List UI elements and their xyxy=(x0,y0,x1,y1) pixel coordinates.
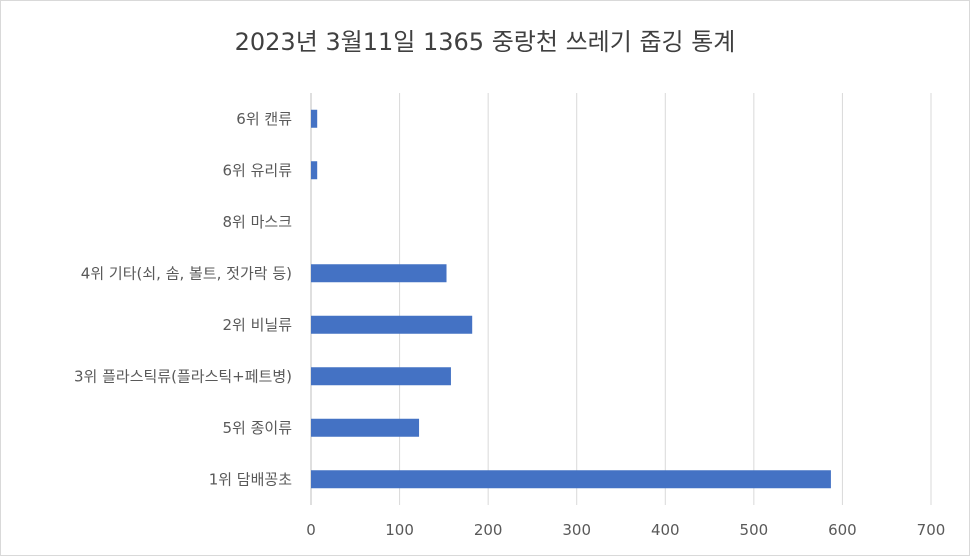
bar xyxy=(311,161,318,180)
x-tick-label: 300 xyxy=(562,521,591,539)
category-label: 1위 담배꽁초 xyxy=(209,470,293,488)
bar xyxy=(311,315,473,334)
bar xyxy=(311,470,831,489)
category-label: 6위 캔류 xyxy=(236,110,292,128)
category-label: 4위 기타(쇠, 솜, 볼트, 젓가락 등) xyxy=(81,264,292,282)
bar xyxy=(311,109,318,128)
bar xyxy=(311,418,420,437)
bar xyxy=(311,367,451,386)
bars xyxy=(311,109,831,489)
category-label: 6위 유리류 xyxy=(222,161,292,179)
bar xyxy=(311,264,447,283)
category-label: 2위 비닐류 xyxy=(222,316,292,334)
x-tick-label: 200 xyxy=(474,521,503,539)
x-tick-label: 700 xyxy=(917,521,946,539)
category-label: 5위 종이류 xyxy=(222,419,292,437)
x-tick-label: 500 xyxy=(740,521,769,539)
x-tick-labels: 0 100 200 300 400 500 600 700 xyxy=(306,521,945,539)
category-label: 8위 마스크 xyxy=(222,213,292,231)
x-tick-label: 100 xyxy=(385,521,414,539)
x-tick-label: 400 xyxy=(651,521,680,539)
x-tick-label: 600 xyxy=(828,521,857,539)
chart-title: 2023년 3월11일 1365 중랑천 쓰레기 줍깅 통계 xyxy=(234,28,736,56)
category-labels: 6위 캔류 6위 유리류 8위 마스크 4위 기타(쇠, 솜, 볼트, 젓가락 등) 2… xyxy=(74,110,292,489)
category-label: 3위 플라스틱류(플라스틱+페트병) xyxy=(74,367,292,385)
x-tick-label: 0 xyxy=(306,521,316,539)
gridlines xyxy=(310,93,932,505)
